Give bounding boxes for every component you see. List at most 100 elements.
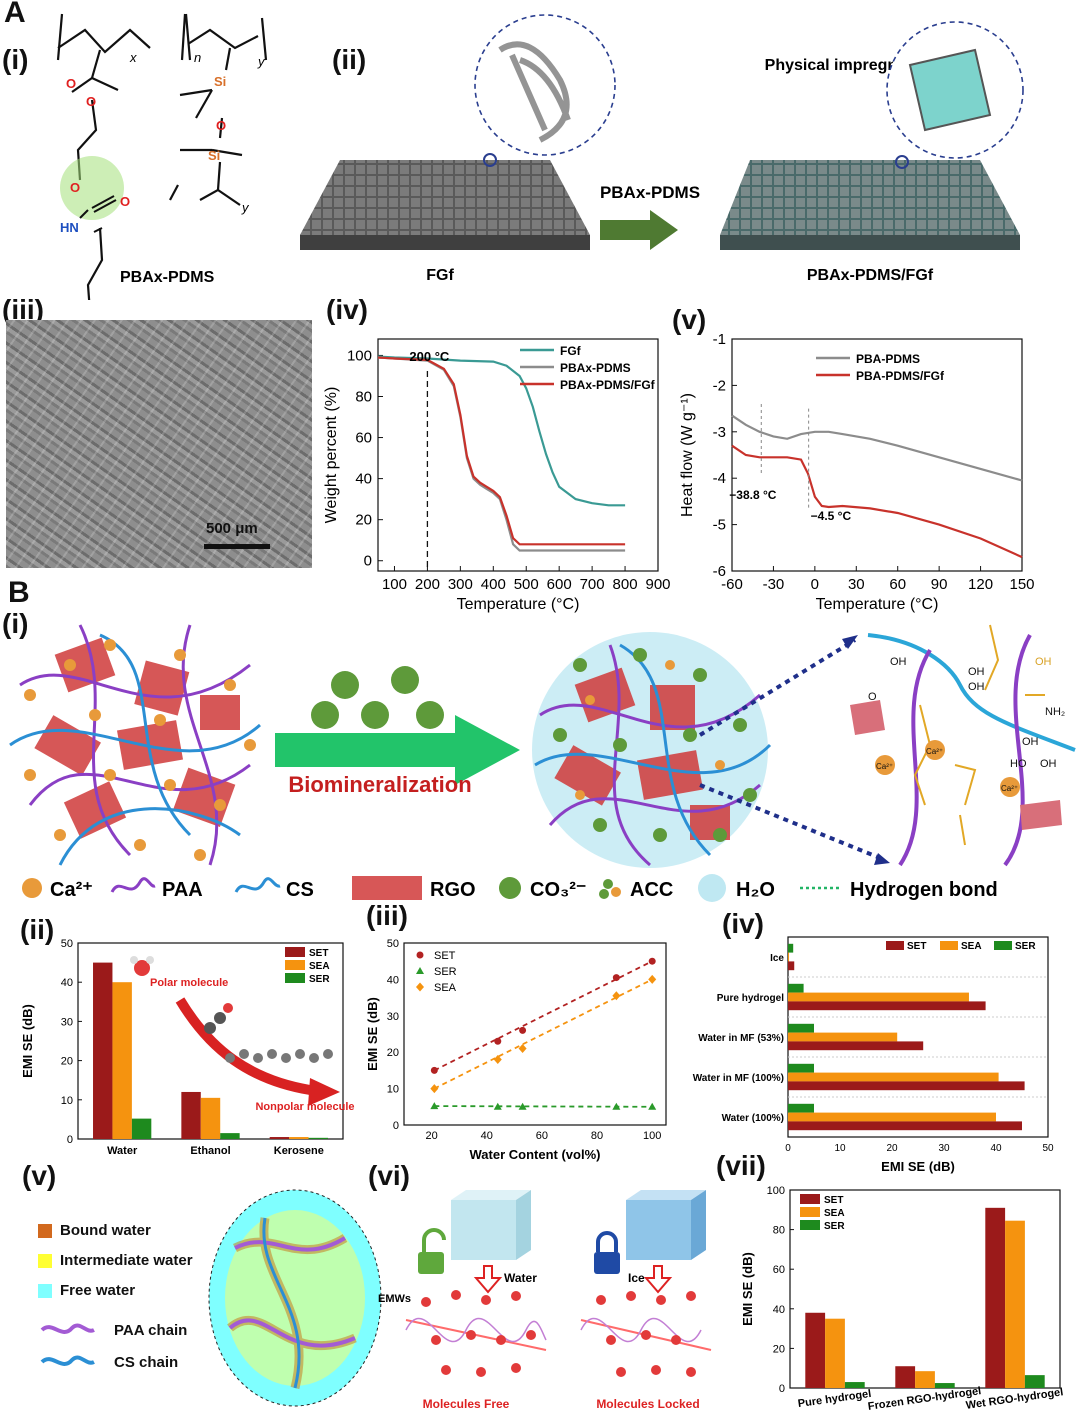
bar-SEA — [915, 1371, 935, 1388]
bar-SEA — [788, 1032, 898, 1042]
cs-chain-icon — [40, 1355, 95, 1366]
em-wave — [405, 1317, 547, 1343]
legend-ca: Ca²⁺ — [50, 879, 93, 901]
emw-label: EMWs — [378, 1293, 411, 1305]
carbonate-legend-icon — [499, 877, 521, 899]
y-tick-label: 10 — [387, 1084, 399, 1096]
legend-label: PBAx-PDMS/FGf — [560, 378, 656, 392]
y-tick-label: 20 — [387, 1047, 399, 1059]
point-SER — [493, 1102, 502, 1110]
zoom-arrowhead — [842, 635, 858, 649]
polarity-arrow — [175, 997, 311, 1095]
bar-SER — [788, 1023, 814, 1033]
panel-label-A-i: (i) — [2, 44, 29, 75]
bar-SER — [220, 1133, 240, 1139]
y-tick-label: 0 — [393, 1120, 399, 1132]
legend-paa-chain: PAA chain — [114, 1322, 188, 1339]
x-tick-label: 300 — [448, 576, 473, 593]
legend-label: SEA — [434, 982, 457, 994]
y-tick-label: 80 — [773, 1225, 785, 1237]
series-line-FGf — [377, 355, 626, 507]
bar-SER — [788, 943, 794, 953]
subscript-x: x — [129, 50, 137, 65]
category-label: Ice — [770, 953, 784, 964]
x-tick-label: 800 — [613, 576, 638, 593]
panel-label-B-iv: (iv) — [722, 908, 764, 939]
y-axis-label: EMI SE (dB) — [366, 997, 380, 1071]
ice-cube — [626, 1190, 706, 1260]
calcium-legend-icon — [22, 878, 42, 898]
y-tick-label: 20 — [355, 512, 372, 529]
legend-label: PBA-PDMS — [856, 352, 920, 366]
y-tick-label: 20 — [773, 1343, 785, 1355]
x-tick-label: 100 — [382, 576, 407, 593]
polarity-annotation: Polar molecule Nonpolar molecule — [130, 956, 355, 1113]
x-tick-label: 600 — [547, 576, 572, 593]
bar-SET — [269, 1137, 290, 1139]
hydroxyl-label: OH — [968, 666, 985, 678]
state-emi-chart: 0 10 20 30 40 50 EMI SE (dB) Ice Pure hydrogel Wa… — [693, 936, 1054, 1174]
bar-SEA — [788, 992, 969, 1002]
chain-legend-icons — [40, 1323, 95, 1366]
y-tick-label: -6 — [713, 563, 726, 580]
paa-chain-icon — [40, 1323, 95, 1334]
legend-label: PBAx-PDMS — [560, 361, 631, 375]
legend-swatch — [994, 941, 1012, 950]
nh-group: HN — [60, 220, 79, 235]
panel-label-B-vii: (vii) — [716, 1150, 766, 1181]
y-tick-label: 30 — [387, 1011, 399, 1023]
legend-cs: CS — [286, 879, 314, 901]
bar-SET — [181, 1091, 201, 1139]
oxygen-atom: O — [70, 180, 80, 195]
free-molecules — [421, 1290, 536, 1377]
water-legend-icon — [698, 874, 726, 902]
legend-swatch — [800, 1194, 820, 1204]
x-axis-label: Temperature (°C) — [457, 596, 580, 613]
legend-swatch — [285, 973, 305, 983]
water-down-arrow — [473, 1265, 503, 1294]
bar-SET — [93, 962, 113, 1139]
legend-swatch — [285, 947, 305, 957]
bar-SEA — [788, 1112, 996, 1122]
legend-label: PBA-PDMS/FGf — [856, 369, 945, 383]
point-SET — [494, 1037, 502, 1045]
panel-label-B-i: (i) — [2, 608, 29, 639]
bar-SER — [131, 1118, 152, 1139]
panel-label-A: A — [4, 0, 26, 29]
biomineralization-schematic: Biomineralization — [9, 624, 1076, 868]
water-content-emi-chart: 20 40 60 80 100 0 10 20 30 40 50 Water Content (vol… — [366, 938, 667, 1162]
y-tick-label: 0 — [364, 553, 372, 570]
legend-swatch — [800, 1207, 820, 1217]
subscript-y: y — [241, 200, 250, 215]
oxygen-atom: O — [120, 194, 130, 209]
series-line-PBA-PDMS/FGf — [731, 444, 1023, 559]
category-label: Kerosene — [274, 1145, 324, 1157]
y-axis-label: EMI SE (dB) — [20, 1004, 35, 1078]
composite-label: PBAx-PDMS/FGf — [807, 267, 934, 284]
oxygen-atom: O — [86, 94, 96, 109]
fgf-label: FGf — [426, 267, 454, 284]
polar-label: Polar molecule — [150, 977, 228, 989]
legend-bound-water: Bound water — [38, 1222, 151, 1239]
category-label: Ethanol — [190, 1145, 230, 1157]
category-label: Water (100%) — [722, 1113, 784, 1124]
em-wave — [580, 1317, 702, 1343]
zoom-marker — [895, 155, 909, 169]
y-axis-label: Heat flow (W g⁻¹) — [679, 393, 696, 517]
bar-SEA — [200, 1097, 221, 1139]
legend-label: SET — [907, 941, 926, 952]
y-tick-label: 0 — [779, 1383, 785, 1395]
x-axis-label: Water Content (vol%) — [470, 1147, 601, 1162]
y-tick-label: -1 — [713, 331, 726, 348]
bar-SER — [308, 1137, 328, 1139]
subscript-n: n — [194, 50, 201, 65]
bar-SET — [895, 1366, 916, 1388]
bar-SEA — [1005, 1220, 1025, 1388]
hydroxyl-label: OH — [1022, 736, 1039, 748]
coated-graphene — [908, 48, 992, 132]
legend-swatch — [886, 941, 904, 950]
plot-frame — [403, 942, 667, 1126]
plot-frame — [731, 338, 1023, 572]
legend-label: SER — [309, 974, 330, 985]
bar-SER — [788, 1103, 814, 1113]
